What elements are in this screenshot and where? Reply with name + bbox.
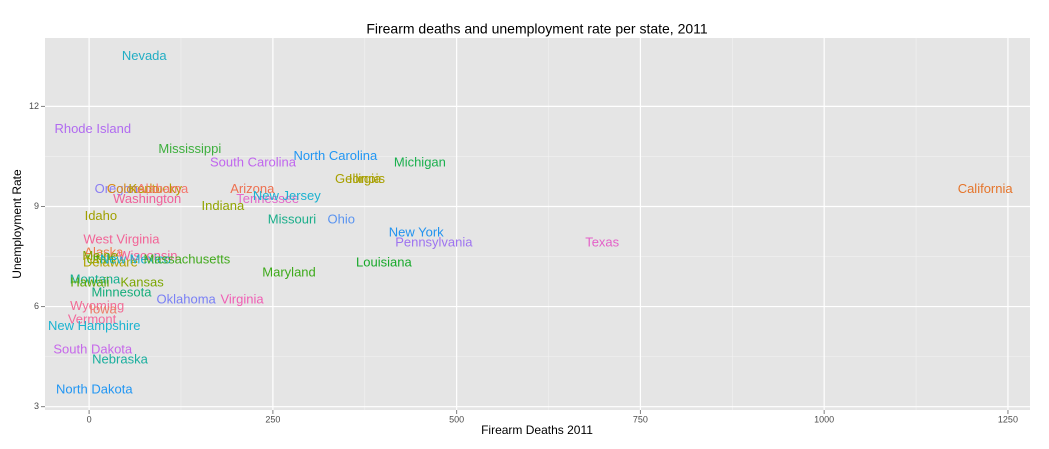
state-label: Michigan (394, 155, 446, 170)
state-label: Arizona (230, 181, 275, 196)
state-label: Oregon (95, 181, 138, 196)
state-label: South Carolina (210, 155, 297, 170)
state-label: California (958, 181, 1014, 196)
state-label: Wyoming (70, 298, 124, 313)
state-label: Pennsylvania (395, 235, 473, 250)
state-label: New Mexico (100, 251, 171, 266)
state-label: New York (389, 225, 444, 240)
state-label: Louisiana (356, 255, 412, 270)
state-label: North Carolina (293, 148, 378, 163)
state-label: Massachusetts (144, 251, 231, 266)
state-label: New Hampshire (48, 318, 140, 333)
state-label: Kentucky (129, 181, 183, 196)
y-tick-label: 3 (34, 401, 39, 411)
y-tick-label: 6 (34, 301, 39, 311)
state-label: Indiana (202, 198, 245, 213)
state-label: Alabama (137, 181, 189, 196)
x-tick-label: 1000 (814, 414, 834, 424)
state-label: Texas (585, 235, 619, 250)
x-tick-label: 250 (265, 414, 280, 424)
state-label: Alaska (84, 245, 124, 260)
state-label: Oklahoma (157, 291, 217, 306)
state-label: Tennessee (236, 191, 299, 206)
state-label: Illinois (349, 171, 386, 186)
state-label: Mississippi (158, 141, 221, 156)
chart-title: Firearm deaths and unemployment rate per… (366, 21, 708, 37)
state-label: Wisconsin (118, 248, 177, 263)
x-axis-label: Firearm Deaths 2011 (481, 423, 593, 437)
y-tick-label: 9 (34, 201, 39, 211)
state-label: Hawaii (70, 275, 109, 290)
state-label: Maryland (262, 265, 315, 280)
state-label: Idaho (85, 208, 118, 223)
state-label: Ohio (328, 211, 355, 226)
panel (45, 38, 1030, 410)
state-label: Colorado (107, 181, 160, 196)
y-tick-label: 12 (29, 101, 39, 111)
state-label: Missouri (268, 211, 317, 226)
x-tick-label: 0 (87, 414, 92, 424)
state-label: Montana (70, 271, 121, 286)
state-label: Kansas (120, 275, 164, 290)
state-label: Iowa (89, 301, 117, 316)
state-label: Rhode Island (54, 121, 131, 136)
state-label: West Virginia (83, 231, 160, 246)
state-label: North Dakota (56, 381, 133, 396)
x-tick-label: 750 (633, 414, 648, 424)
state-label: Vermont (68, 311, 117, 326)
state-label: Utah (86, 251, 113, 266)
state-label: South Dakota (53, 341, 133, 356)
state-label: Delaware (83, 255, 138, 270)
y-axis-label: Unemployment Rate (10, 169, 24, 279)
state-label: Georgia (335, 171, 382, 186)
state-label: Minnesota (91, 285, 152, 300)
x-tick-label: 1250 (998, 414, 1018, 424)
x-tick-label: 500 (449, 414, 464, 424)
state-label: Washington (113, 191, 181, 206)
state-label: Nevada (122, 48, 168, 63)
state-label: Maine (82, 248, 117, 263)
state-label: Nebraska (92, 351, 148, 366)
state-label: New Jersey (253, 188, 321, 203)
state-label: Virginia (220, 291, 264, 306)
